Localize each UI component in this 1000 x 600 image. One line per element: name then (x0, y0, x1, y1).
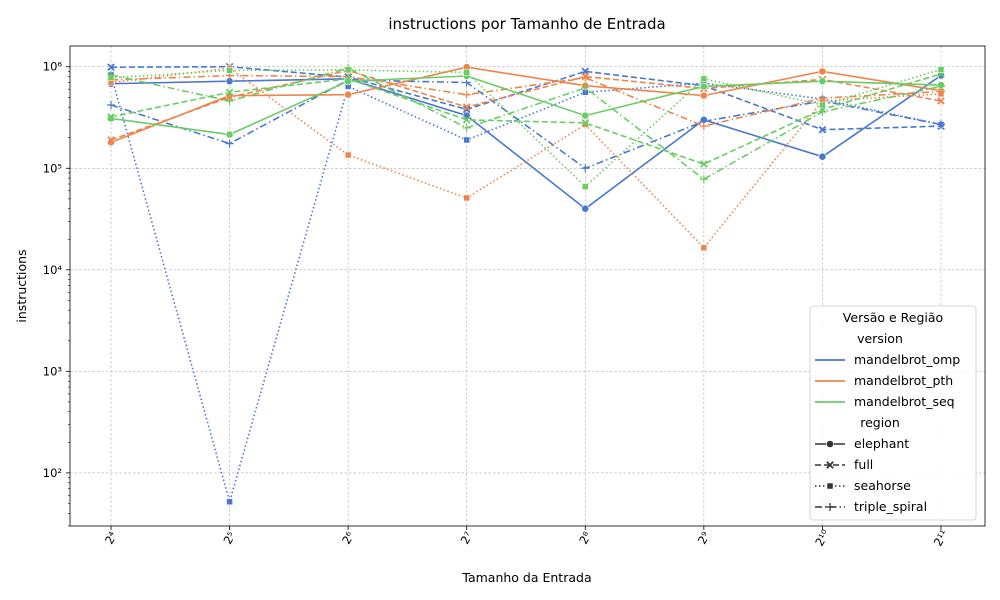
x-axis-ticks: 2⁴ 2⁵ 2⁶ 2⁷ 2⁸ 2⁹ 2¹⁰ 2¹¹ (102, 526, 951, 549)
y-axis-ticks: 10² 10³ 10⁴ 10⁵ 10⁶ (43, 60, 70, 527)
legend-title: Versão e Região (843, 310, 943, 325)
plot-frame (69, 45, 986, 527)
data-point (344, 74, 352, 83)
data-point (462, 123, 471, 132)
data-point (699, 82, 708, 91)
x-tick-label: 2⁸ (576, 529, 594, 547)
data-point (582, 121, 589, 128)
legend-entry: mandelbrot_omp (854, 352, 960, 367)
data-point (818, 125, 827, 134)
data-point (226, 498, 233, 505)
data-point (818, 94, 827, 103)
legend-entry: elephant (854, 436, 909, 451)
data-point (462, 103, 471, 111)
x-tick-label: 2⁴ (102, 529, 120, 547)
y-tick-label: 10⁴ (43, 263, 63, 277)
legend-entry: mandelbrot_pth (854, 373, 953, 388)
data-point (107, 114, 115, 123)
data-point (937, 97, 945, 105)
legend-entry: mandelbrot_seq (854, 394, 955, 409)
data-point (225, 139, 234, 148)
x-axis-label: Tamanho da Entrada (461, 570, 591, 585)
data-point (699, 122, 708, 131)
data-point (818, 67, 827, 76)
legend-entry: seahorse (854, 478, 911, 493)
data-point (699, 91, 708, 100)
data-point (936, 82, 945, 91)
data-point (107, 63, 115, 72)
data-point (818, 107, 827, 116)
data-point (225, 96, 234, 105)
series-line-mandelbrot_seq-full (110, 73, 942, 165)
data-point (937, 66, 945, 73)
marker-layer (107, 62, 945, 505)
data-point (819, 101, 826, 109)
chart-title: instructions por Tamanho de Entrada (388, 15, 665, 33)
data-point (581, 83, 590, 92)
data-point (463, 194, 470, 202)
data-point (344, 90, 353, 99)
data-point (581, 119, 590, 127)
data-point (107, 70, 115, 79)
x-tick-label: 2⁹ (695, 529, 713, 547)
x-tick-label: 2⁵ (221, 529, 239, 547)
legend-items: version mandelbrot_omp mandelbrot_pthmande… (815, 331, 960, 514)
data-point (581, 73, 590, 82)
data-point (581, 111, 590, 120)
y-tick-label: 10³ (43, 364, 63, 378)
data-point (225, 130, 234, 139)
y-axis-label: instructions (14, 249, 29, 322)
data-point (344, 64, 353, 73)
series-line-mandelbrot_seq-triple_spiral (110, 67, 942, 181)
series-line-mandelbrot_pth-full (110, 69, 942, 141)
series-line-mandelbrot_pth-triple_spiral (110, 74, 942, 127)
legend-entry: full (854, 457, 873, 472)
data-point (700, 244, 708, 251)
data-point (225, 88, 234, 97)
data-point (226, 67, 233, 74)
data-point (818, 152, 827, 161)
data-point (581, 164, 590, 173)
legend-box (809, 305, 977, 521)
x-tick-label: 2⁷ (458, 529, 476, 547)
series-line-mandelbrot_omp-seahorse (110, 74, 942, 505)
x-tick-label: 2¹¹ (931, 527, 951, 548)
data-point (344, 151, 352, 159)
y-tick-label: 10² (43, 466, 62, 480)
data-point (462, 90, 471, 99)
y-tick-label: 10⁶ (43, 60, 63, 74)
legend-marker (826, 482, 834, 490)
data-point (582, 183, 589, 190)
x-tick-label: 2⁶ (339, 529, 357, 547)
legend-group-version: version (857, 331, 903, 346)
data-point (700, 75, 708, 83)
data-point (462, 115, 471, 124)
data-point (700, 160, 708, 168)
data-point (107, 113, 115, 121)
data-point (463, 136, 470, 144)
legend-marker (826, 461, 834, 469)
legend-marker (826, 503, 834, 511)
series-line-mandelbrot_omp-full (110, 65, 942, 131)
data-point (699, 175, 708, 184)
x-tick-label: 2¹⁰ (812, 527, 833, 549)
series-line-mandelbrot_omp-triple_spiral (110, 79, 942, 170)
series-line-mandelbrot_pth-seahorse (110, 67, 942, 249)
series-line-mandelbrot_seq-elephant (110, 75, 942, 136)
legend-group-region: region (860, 415, 900, 430)
data-point (107, 136, 115, 144)
legend-entry: triple_spiral (854, 499, 927, 514)
data-point (462, 105, 471, 114)
data-point (818, 77, 827, 86)
series-layer (110, 65, 942, 505)
legend-marker (826, 440, 834, 448)
data-point (463, 69, 470, 76)
data-point (107, 100, 115, 109)
y-tick-label: 10⁵ (43, 161, 63, 175)
series-line-mandelbrot_omp-elephant (110, 74, 942, 210)
legend: Versão e Região version mandelbrot_ompman… (809, 305, 977, 521)
data-point (936, 120, 945, 129)
data-point (581, 204, 590, 213)
